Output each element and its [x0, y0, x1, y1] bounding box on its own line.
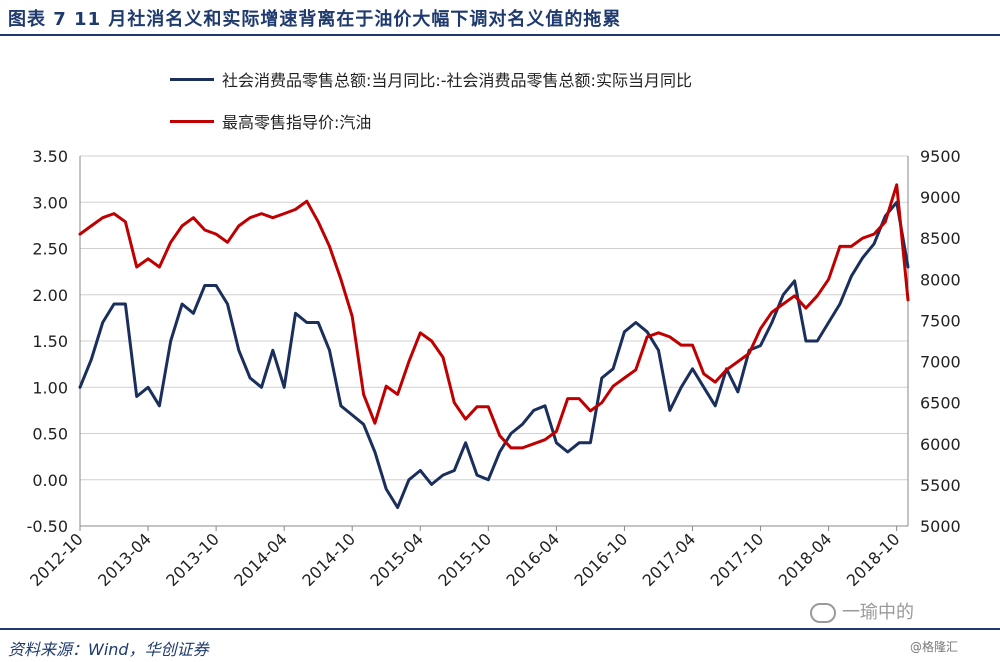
series-line-2 — [78, 183, 910, 450]
watermark: 一瑜中的 — [810, 598, 914, 624]
y-right-tick-label: 9500 — [920, 147, 961, 166]
y-left-tick-label: 3.50 — [32, 147, 68, 166]
footer-bar: 资料来源：Wind，华创证券 — [0, 628, 1000, 662]
x-tick-label: 2013-10 — [162, 529, 223, 590]
y-right-tick-label: 6500 — [920, 394, 961, 413]
legend-label-series-1: 社会消费品零售总额:当月同比:-社会消费品零售总额:实际当月同比 — [222, 71, 692, 90]
copyright-note: @格隆汇 — [910, 640, 959, 654]
x-tick-label: 2016-04 — [503, 529, 564, 590]
legend: 社会消费品零售总额:当月同比:-社会消费品零售总额:实际当月同比 最高零售指导价… — [170, 58, 692, 142]
x-tick-label: 2015-04 — [366, 529, 427, 590]
x-tick-label: 2017-04 — [639, 529, 700, 590]
y-right-tick-label: 6000 — [920, 435, 961, 454]
y-left-tick-label: 2.50 — [32, 240, 68, 259]
wechat-icon — [810, 603, 836, 623]
x-tick-label: 2018-04 — [775, 529, 836, 590]
y-left-tick-label: 3.00 — [32, 193, 68, 212]
x-tick-label: 2014-04 — [230, 529, 291, 590]
chart-title: 图表 7 11 月社消名义和实际增速背离在于油价大幅下调对名义值的拖累 — [8, 9, 622, 30]
y-left-tick-label: 0.00 — [32, 471, 68, 490]
watermark-text: 一瑜中的 — [842, 602, 914, 623]
legend-item-series-2: 最高零售指导价:汽油 — [170, 100, 692, 142]
source-note: 资料来源：Wind，华创证券 — [8, 640, 209, 659]
legend-swatch-series-1 — [170, 77, 214, 81]
x-tick-label: 2012-10 — [26, 529, 87, 590]
y-right-tick-label: 5500 — [920, 476, 961, 495]
line-chart: 3.50 3.00 2.50 2.00 1.50 1.00 0.50 0.00 -0.50 950… — [26, 147, 961, 590]
y-right-tick-label: 5000 — [920, 517, 961, 536]
y-left-tick-label: 2.00 — [32, 286, 68, 305]
y-right-tick-label: 8500 — [920, 229, 961, 248]
x-tick-label: 2015-10 — [434, 529, 495, 590]
legend-swatch-series-2 — [170, 119, 214, 123]
legend-label-series-2: 最高零售指导价:汽油 — [222, 113, 372, 132]
x-tick-label: 2016-10 — [571, 529, 632, 590]
y-left-tick-label: 1.00 — [32, 378, 68, 397]
y-right-tick-label: 7500 — [920, 311, 961, 330]
y-left-tick-label: 0.50 — [32, 425, 68, 444]
title-bar: 图表 7 11 月社消名义和实际增速背离在于油价大幅下调对名义值的拖累 — [0, 0, 1000, 36]
legend-item-series-1: 社会消费品零售总额:当月同比:-社会消费品零售总额:实际当月同比 — [170, 58, 692, 100]
x-tick-label: 2014-10 — [298, 529, 359, 590]
y-right-tick-label: 9000 — [920, 188, 961, 207]
y-left-tick-label: 1.50 — [32, 332, 68, 351]
y-right-tick-label: 8000 — [920, 270, 961, 289]
x-tick-label: 2013-04 — [94, 529, 155, 590]
x-tick-label: 2018-10 — [843, 529, 904, 590]
series-line-1 — [78, 200, 910, 509]
y-right-tick-label: 7000 — [920, 353, 961, 372]
y-left-tick-label: -0.50 — [27, 517, 68, 536]
x-tick-label: 2017-10 — [707, 529, 768, 590]
